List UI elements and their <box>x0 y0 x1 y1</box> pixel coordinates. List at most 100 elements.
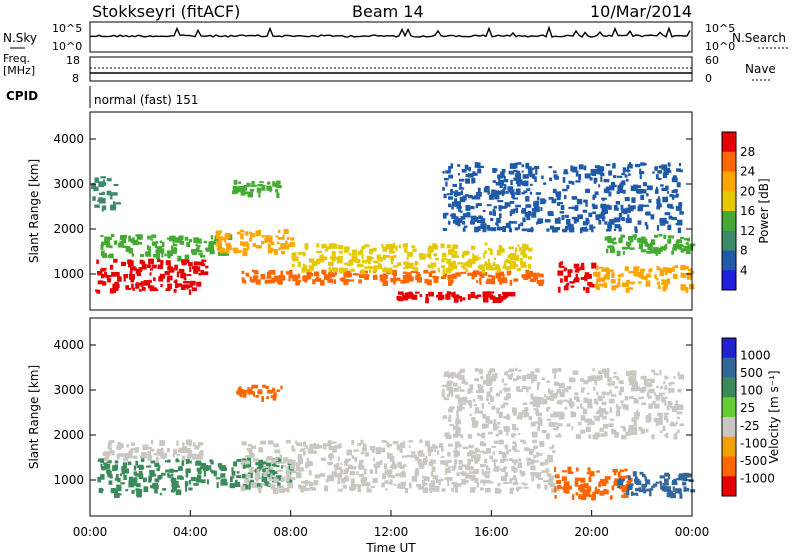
heatmap-cell <box>613 481 619 486</box>
heatmap-cell <box>183 276 187 281</box>
heatmap-cell <box>239 229 245 233</box>
heatmap-cell <box>492 261 496 267</box>
heatmap-cell <box>356 471 359 475</box>
heatmap-cell <box>458 187 465 190</box>
heatmap-cell <box>549 475 554 480</box>
heatmap-cell <box>133 471 138 476</box>
heatmap-cell <box>143 280 149 286</box>
heatmap-cell <box>511 260 516 265</box>
heatmap-cell <box>662 173 668 179</box>
heatmap-cell <box>414 267 419 272</box>
heatmap-cell <box>592 197 596 200</box>
heatmap-cell <box>114 271 120 277</box>
heatmap-cell <box>503 481 509 484</box>
heatmap-cell <box>667 203 673 209</box>
heatmap-cell <box>277 229 281 233</box>
heatmap-cell <box>298 484 301 489</box>
heatmap-cell <box>461 478 467 485</box>
heatmap-cell <box>521 386 527 390</box>
heatmap-cell <box>195 477 202 483</box>
heatmap-cell <box>619 386 624 393</box>
heatmap-cell <box>372 449 375 453</box>
heatmap-cell <box>183 450 188 453</box>
heatmap-cell <box>453 296 459 303</box>
heatmap-cell <box>556 411 562 417</box>
heatmap-cell <box>448 408 454 413</box>
heatmap-cell <box>274 183 277 188</box>
heatmap-cell <box>176 440 179 446</box>
heatmap-cell <box>446 386 452 391</box>
heatmap-cell <box>266 456 273 461</box>
time-x-axis: 00:00 04:00 08:00 12:00 16:00 20:00 00:00 <box>73 510 709 539</box>
heatmap-cell <box>501 468 506 473</box>
heatmap-cell <box>646 193 649 197</box>
heatmap-cell <box>297 454 302 460</box>
heatmap-cell <box>101 205 104 212</box>
heatmap-cell <box>441 265 446 269</box>
heatmap-cell <box>620 425 625 429</box>
heatmap-cell <box>639 173 642 180</box>
heatmap-cell <box>290 477 296 480</box>
colorbar-tick-label: 28 <box>740 145 755 159</box>
heatmap-cell <box>625 217 632 223</box>
heatmap-cell <box>446 477 453 481</box>
heatmap-cell <box>607 236 612 242</box>
heatmap-cell <box>516 254 519 258</box>
heatmap-cell <box>261 396 264 402</box>
heatmap-cell <box>158 465 161 469</box>
heatmap-cell <box>464 194 469 197</box>
heatmap-cell <box>375 447 382 452</box>
heatmap-cell <box>316 243 320 248</box>
heatmap-cell <box>174 264 178 271</box>
heatmap-cell <box>279 454 283 459</box>
heatmap-cell <box>631 417 637 422</box>
heatmap-cell <box>532 277 538 281</box>
heatmap-cell <box>215 241 220 244</box>
heatmap-cell <box>92 196 96 201</box>
heatmap-cell <box>683 246 688 252</box>
heatmap-cell <box>133 477 138 483</box>
heatmap-cell <box>523 483 528 486</box>
heatmap-cell <box>397 483 401 487</box>
heatmap-cell <box>523 264 527 268</box>
heatmap-cell <box>635 163 641 168</box>
heatmap-cell <box>338 443 341 447</box>
heatmap-cell <box>477 294 482 298</box>
heatmap-cell <box>360 478 363 482</box>
heatmap-cell <box>385 255 391 258</box>
heatmap-cell <box>455 394 460 399</box>
heatmap-cell <box>260 461 267 465</box>
heatmap-cell <box>664 244 668 250</box>
heatmap-cell <box>104 238 110 243</box>
heatmap-cell <box>607 376 612 383</box>
heatmap-cell <box>507 259 512 264</box>
heatmap-cell <box>150 460 156 464</box>
heatmap-cell <box>471 425 478 428</box>
heatmap-cell <box>592 211 596 215</box>
heatmap-cell <box>522 374 527 381</box>
heatmap-cell <box>343 268 349 272</box>
heatmap-cell <box>627 163 633 169</box>
heatmap-cell <box>287 483 293 489</box>
heatmap-cell <box>618 237 623 244</box>
heatmap-cell <box>467 451 472 457</box>
heatmap-cell <box>157 452 163 456</box>
heatmap-cell <box>620 234 626 238</box>
heatmap-cell <box>337 473 343 478</box>
heatmap-cell <box>657 285 661 290</box>
heatmap-cell <box>667 203 670 208</box>
heatmap-cell <box>668 388 671 394</box>
heatmap-cell <box>646 273 650 276</box>
heatmap-cell <box>200 270 204 274</box>
heatmap-cell <box>190 280 196 286</box>
heatmap-cell <box>503 426 510 432</box>
heatmap-cell <box>274 458 279 461</box>
heatmap-cell <box>552 227 558 233</box>
heatmap-cell <box>484 242 488 246</box>
heatmap-cell <box>524 407 529 412</box>
heatmap-cell <box>434 279 437 282</box>
heatmap-cell <box>459 296 463 302</box>
heatmap-cell <box>487 419 492 424</box>
heatmap-cell <box>253 270 256 273</box>
heatmap-cell <box>552 368 558 374</box>
